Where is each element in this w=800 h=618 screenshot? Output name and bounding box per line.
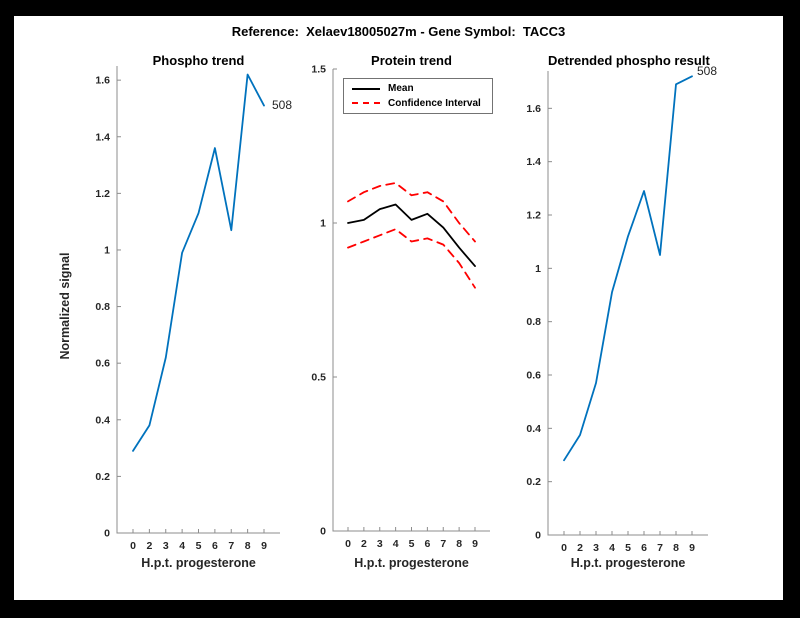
plots-svg: 00.20.40.60.811.21.41.60 2 3 4 5 6 7 8 900.511.5… (95, 64, 708, 554)
legend-entry-confidence-interval: Confidence Interval (344, 96, 492, 110)
x-tick-label: 0 (130, 540, 136, 552)
y-tick-label: 0.5 (311, 372, 326, 384)
mean-line-sample-icon (352, 87, 380, 90)
figure-canvas: Reference: Xelaev18005027m - Gene Symbol… (14, 16, 783, 600)
y-tick-label: 1.6 (526, 103, 541, 115)
axis-spines (116, 66, 280, 534)
y-tick-label: 1.2 (526, 210, 541, 222)
legend-box: Mean Confidence Interval (343, 78, 493, 114)
x-tick-label: 9 (472, 538, 478, 550)
x-axis-label-1: H.p.t. progesterone (141, 556, 256, 570)
y-tick-label: 0 (320, 526, 326, 538)
series-line-confidence-interval-lower (347, 228, 476, 289)
x-axis-label-2: H.p.t. progesterone (354, 556, 469, 570)
x-tick-label: 9 (261, 540, 267, 552)
ci-dashed-line-sample-icon (352, 102, 380, 105)
x-tick-label: 7 (657, 542, 663, 554)
y-tick-label: 0.2 (526, 476, 541, 488)
series-end-annotation-508-right: 508 (697, 64, 718, 78)
subplot-title-detrended-phospho: Detrended phospho result (548, 53, 710, 68)
y-tick-label: 0.6 (526, 370, 541, 382)
x-tick-label: 8 (245, 540, 251, 552)
y-tick-label: 1 (104, 244, 110, 256)
x-tick-label: 2 (361, 538, 367, 550)
legend-label-confidence-interval: Confidence Interval (388, 97, 481, 109)
x-tick-label: 5 (409, 538, 415, 550)
subplot-title-phospho-trend: Phospho trend (152, 53, 245, 68)
figure-title: Reference: Xelaev18005027m - Gene Symbol… (231, 24, 566, 39)
x-tick-label: 0 (345, 538, 351, 550)
y-tick-label: 1 (535, 263, 541, 275)
y-tick-label: 1.4 (95, 131, 110, 143)
x-tick-label: 2 (146, 540, 152, 552)
y-tick-label: 1.6 (95, 75, 110, 87)
x-tick-label: 4 (393, 538, 399, 550)
y-tick-label: 1 (320, 218, 326, 230)
series-line-detrended-phospho (563, 75, 693, 462)
series-line-mean (347, 203, 476, 268)
x-tick-label: 4 (609, 542, 615, 554)
y-tick-label: 0.6 (95, 358, 110, 370)
x-tick-label: 2 (577, 542, 583, 554)
x-tick-label: 6 (641, 542, 647, 554)
x-tick-label: 3 (593, 542, 599, 554)
x-tick-label: 8 (673, 542, 679, 554)
x-tick-label: 7 (228, 540, 234, 552)
subplot-title-protein-trend: Protein trend (371, 53, 452, 68)
series-line-phospho (132, 73, 265, 452)
x-tick-label: 9 (689, 542, 695, 554)
subplot-2: 00.20.40.60.811.21.41.60 2 3 4 5 6 7 8 9 (526, 71, 708, 554)
x-tick-label: 6 (424, 538, 430, 550)
y-tick-label: 0.8 (95, 301, 110, 313)
y-tick-label: 0.8 (526, 316, 541, 328)
y-tick-label: 1.2 (95, 188, 110, 200)
y-tick-label: 0.4 (95, 414, 110, 426)
y-tick-label: 0 (104, 528, 110, 540)
axis-spines (547, 71, 708, 536)
axis-spines (332, 69, 490, 532)
y-tick-label: 0.4 (526, 423, 541, 435)
x-tick-label: 5 (625, 542, 631, 554)
x-tick-label: 4 (179, 540, 185, 552)
y-tick-label: 0 (535, 530, 541, 542)
series-line-confidence-interval-upper (347, 182, 476, 243)
series-end-annotation-508-left: 508 (272, 98, 293, 112)
x-tick-label: 8 (456, 538, 462, 550)
subplot-1: 00.511.50 2 3 4 5 6 7 8 9 (311, 64, 490, 550)
x-tick-label: 7 (440, 538, 446, 550)
x-tick-label: 5 (196, 540, 202, 552)
x-axis-label-3: H.p.t. progesterone (570, 556, 686, 570)
y-tick-label: 1.5 (311, 64, 326, 76)
x-tick-label: 0 (561, 542, 567, 554)
y-tick-label: 1.4 (526, 156, 541, 168)
y-tick-label: 0.2 (95, 471, 110, 483)
legend-entry-mean: Mean (344, 82, 492, 96)
legend-label-mean: Mean (388, 83, 414, 95)
subplot-0: 00.20.40.60.811.21.41.60 2 3 4 5 6 7 8 9 (95, 66, 280, 552)
x-tick-label: 3 (377, 538, 383, 550)
x-tick-label: 3 (163, 540, 169, 552)
x-tick-label: 6 (212, 540, 218, 552)
